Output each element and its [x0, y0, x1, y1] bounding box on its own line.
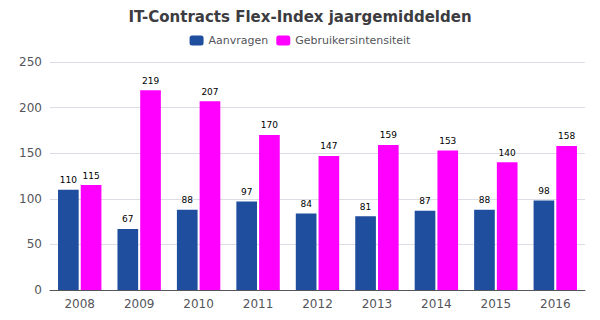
svg-text:50: 50 [27, 237, 42, 251]
svg-text:88: 88 [182, 195, 194, 205]
svg-text:115: 115 [82, 171, 99, 181]
svg-text:2014: 2014 [421, 297, 452, 311]
svg-text:88: 88 [479, 195, 491, 205]
svg-text:2011: 2011 [243, 297, 274, 311]
svg-text:110: 110 [60, 175, 77, 185]
svg-text:Aanvragen: Aanvragen [209, 34, 269, 47]
svg-text:2016: 2016 [540, 297, 571, 311]
svg-text:2008: 2008 [64, 297, 95, 311]
svg-text:2009: 2009 [124, 297, 155, 311]
svg-text:2015: 2015 [481, 297, 512, 311]
svg-text:2013: 2013 [362, 297, 393, 311]
svg-text:2010: 2010 [183, 297, 214, 311]
svg-text:140: 140 [499, 148, 516, 158]
svg-text:84: 84 [300, 199, 312, 209]
svg-text:147: 147 [320, 141, 337, 151]
svg-text:97: 97 [241, 187, 252, 197]
svg-text:81: 81 [360, 202, 371, 212]
svg-text:67: 67 [122, 214, 133, 224]
svg-text:150: 150 [19, 146, 42, 160]
svg-text:87: 87 [419, 196, 430, 206]
svg-text:159: 159 [380, 130, 397, 140]
svg-text:200: 200 [19, 101, 42, 115]
svg-text:IT-Contracts Flex-Index jaarge: IT-Contracts Flex-Index jaargemiddelden [128, 8, 471, 26]
svg-text:2012: 2012 [302, 297, 333, 311]
svg-text:158: 158 [558, 131, 575, 141]
svg-text:98: 98 [538, 186, 550, 196]
svg-text:0: 0 [34, 283, 42, 297]
svg-text:250: 250 [19, 55, 42, 69]
svg-text:170: 170 [261, 120, 278, 130]
svg-text:219: 219 [142, 76, 159, 86]
svg-text:153: 153 [439, 136, 456, 146]
svg-text:100: 100 [19, 192, 42, 206]
svg-text:Gebruikersintensiteit: Gebruikersintensiteit [295, 34, 411, 47]
svg-text:207: 207 [201, 87, 218, 97]
